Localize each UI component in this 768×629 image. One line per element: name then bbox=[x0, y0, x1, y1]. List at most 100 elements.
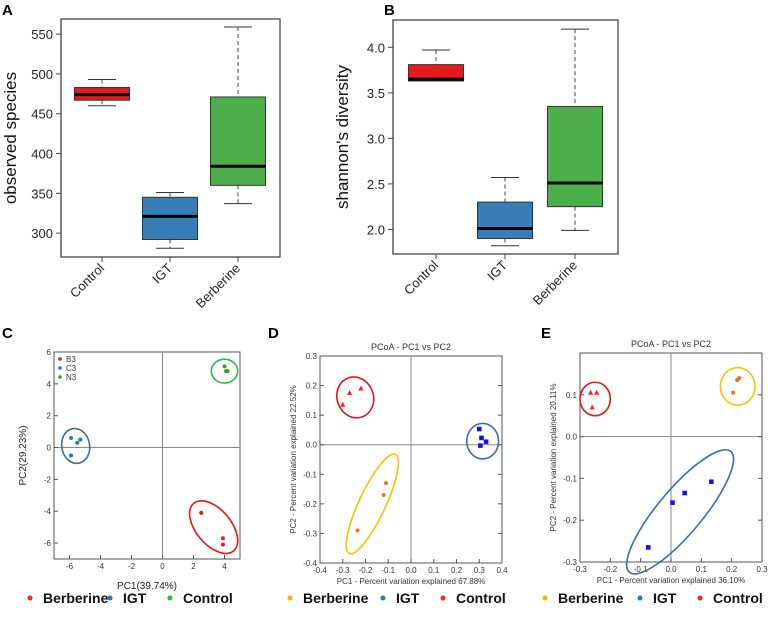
x-tick-label: -6 bbox=[66, 562, 74, 571]
series-igt bbox=[465, 422, 500, 460]
panel-c: C -6 -4 -2 0 2 4 -6 -4 -2 0 2 4 6 PC1(39.74%) PC2(29.23… bbox=[2, 325, 241, 606]
data-point-triangle bbox=[358, 385, 364, 391]
box-iqr bbox=[547, 105, 603, 208]
box-berberine bbox=[547, 28, 603, 231]
box-iqr bbox=[210, 96, 266, 186]
legend-marker bbox=[287, 595, 293, 601]
x-tick-label: 2 bbox=[191, 562, 196, 571]
x-tick-label: -0.4 bbox=[313, 566, 327, 575]
x-tick-label: -2 bbox=[128, 562, 136, 571]
y-tick-label: 0 bbox=[47, 444, 52, 453]
data-point bbox=[75, 440, 80, 445]
box-igt bbox=[477, 177, 533, 247]
panel-label: A bbox=[2, 2, 13, 19]
legend: Berberine IGT Control bbox=[27, 590, 233, 606]
x-tick-label: Berberine bbox=[530, 258, 580, 308]
x-tick-label: 0.1 bbox=[428, 566, 440, 575]
box-berberine bbox=[210, 26, 266, 205]
x-tick-label: Control bbox=[67, 260, 107, 300]
legend-label: Control bbox=[713, 590, 763, 606]
legend-marker bbox=[380, 595, 386, 601]
y-tick-label: 550 bbox=[31, 27, 53, 42]
x-tick-label: Berberine bbox=[193, 261, 243, 311]
data-point-triangle bbox=[588, 389, 594, 395]
y-tick-label: 0.1 bbox=[566, 391, 578, 400]
confidence-ellipse bbox=[210, 358, 239, 384]
y-tick-label: -0.1 bbox=[303, 470, 317, 479]
y-tick-label: 0.0 bbox=[306, 441, 318, 450]
legend: Berberine IGT Control bbox=[287, 590, 506, 606]
box-iqr bbox=[142, 196, 198, 240]
legend-label: Berberine bbox=[558, 590, 624, 606]
x-tick-label: IGT bbox=[149, 260, 175, 286]
panel-label: D bbox=[268, 325, 279, 342]
y-tick-label: 450 bbox=[31, 107, 53, 122]
y-tick-label: 0.3 bbox=[306, 352, 318, 361]
data-point bbox=[225, 369, 230, 374]
data-point-square bbox=[709, 479, 714, 485]
y-axis-label: observed species bbox=[1, 72, 20, 204]
legend-marker bbox=[58, 366, 62, 370]
legend-label: Control bbox=[183, 590, 233, 606]
x-tick-label: -4 bbox=[97, 562, 105, 571]
y-axis-label: shannon's diversity bbox=[333, 64, 352, 209]
x-tick-label: 0.2 bbox=[451, 566, 463, 575]
panel-label: C bbox=[2, 325, 13, 342]
y-tick-label: 3.0 bbox=[367, 131, 385, 146]
box-control bbox=[74, 78, 130, 107]
legend-marker bbox=[697, 595, 703, 601]
y-tick-label: 0.1 bbox=[306, 411, 318, 420]
data-point-square bbox=[478, 443, 483, 448]
data-point bbox=[381, 492, 386, 497]
series-n3 bbox=[210, 358, 239, 384]
series-berberine bbox=[719, 366, 756, 407]
series-berberine bbox=[345, 453, 400, 555]
panel-e: E -0.3 -0.2 -0.1 0.0 0.1 0.2 0.3 -0.3 -0.2 -0.1 0.0… bbox=[541, 325, 768, 606]
legend-marker bbox=[107, 595, 113, 601]
confidence-ellipse bbox=[345, 453, 400, 555]
y-tick-label: -0.2 bbox=[303, 500, 317, 509]
confidence-ellipse bbox=[625, 448, 735, 575]
x-tick-label: -0.3 bbox=[336, 566, 350, 575]
x-tick-label: 0.3 bbox=[474, 566, 486, 575]
legend-label: Berberine bbox=[43, 590, 109, 606]
y-tick-label: 2 bbox=[47, 412, 52, 421]
y-tick-label: 500 bbox=[31, 67, 53, 82]
x-tick-label: 4 bbox=[222, 562, 227, 571]
x-tick-label: -0.3 bbox=[573, 565, 587, 574]
inner-legend-label: N3 bbox=[66, 373, 77, 382]
panel-label: B bbox=[384, 2, 395, 19]
y-tick-label: 0.2 bbox=[306, 382, 318, 391]
y-tick-label: 2.5 bbox=[367, 177, 385, 192]
panel-d: D -0.4 -0.3 -0.2 -0.1 0.0 0.1 0.2 0.3 0.4 -0.4 -0.3… bbox=[268, 325, 508, 606]
y-tick-label: -0.2 bbox=[563, 516, 577, 525]
panel-label: E bbox=[541, 325, 551, 342]
confidence-ellipse bbox=[335, 376, 375, 419]
data-point bbox=[220, 542, 225, 547]
data-point-triangle bbox=[589, 404, 595, 410]
plot-frame bbox=[53, 351, 241, 560]
series-control bbox=[335, 376, 375, 419]
inner-legend-label: C3 bbox=[66, 364, 77, 373]
y-tick-label: -0.4 bbox=[303, 559, 317, 568]
panel-b: B 2.0 2.5 3.0 3.5 4.0 shannon's diversity Contr… bbox=[333, 2, 619, 308]
y-tick-label: 4.0 bbox=[367, 40, 385, 55]
box-iqr bbox=[408, 64, 464, 82]
legend-label: Control bbox=[456, 590, 506, 606]
y-tick-label: -0.1 bbox=[563, 474, 577, 483]
y-tick-label: 2.0 bbox=[367, 222, 385, 237]
confidence-ellipse bbox=[579, 381, 612, 417]
confidence-ellipse bbox=[60, 427, 91, 465]
chart-title: PCoA - PC1 vs PC2 bbox=[371, 342, 451, 352]
legend-label: Berberine bbox=[303, 590, 369, 606]
data-point-triangle bbox=[346, 389, 353, 395]
legend-marker bbox=[58, 375, 62, 379]
data-point bbox=[199, 510, 204, 515]
y-tick-label: -6 bbox=[44, 539, 52, 548]
data-point bbox=[69, 453, 74, 458]
y-tick-label: 3.5 bbox=[367, 86, 385, 101]
data-point-square bbox=[645, 545, 651, 550]
x-tick-label: 0.3 bbox=[756, 565, 768, 574]
legend-marker bbox=[27, 595, 33, 601]
